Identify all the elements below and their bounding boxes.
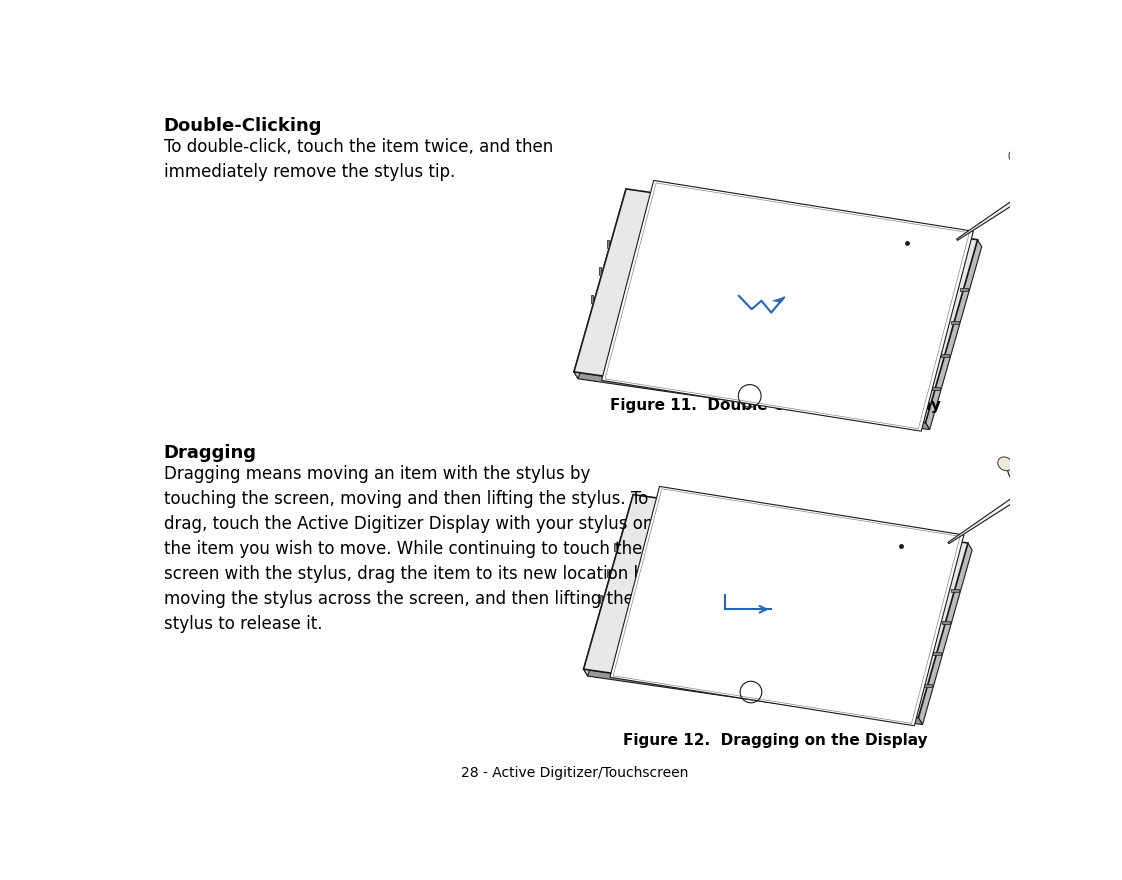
Polygon shape: [607, 240, 609, 247]
Ellipse shape: [1050, 451, 1066, 464]
Polygon shape: [932, 387, 940, 390]
Polygon shape: [773, 297, 784, 303]
Ellipse shape: [1008, 454, 1059, 495]
Polygon shape: [599, 596, 601, 603]
Polygon shape: [591, 295, 594, 303]
Polygon shape: [942, 620, 950, 624]
Polygon shape: [918, 543, 972, 724]
Polygon shape: [583, 669, 922, 724]
Ellipse shape: [1064, 143, 1080, 157]
Polygon shape: [960, 288, 968, 291]
Polygon shape: [941, 354, 949, 357]
Text: Dragging means moving an item with the stylus by
touching the screen, moving and: Dragging means moving an item with the s…: [164, 466, 653, 634]
Polygon shape: [957, 170, 1060, 240]
Polygon shape: [574, 189, 977, 422]
Polygon shape: [948, 476, 1047, 544]
Ellipse shape: [1019, 147, 1073, 190]
Polygon shape: [599, 268, 601, 275]
Ellipse shape: [1048, 140, 1064, 153]
Ellipse shape: [997, 457, 1012, 471]
Polygon shape: [1064, 451, 1122, 479]
Polygon shape: [1078, 143, 1122, 172]
Ellipse shape: [1009, 150, 1024, 164]
Text: 28 - Active Digitizer/Touchscreen: 28 - Active Digitizer/Touchscreen: [461, 766, 689, 781]
Polygon shape: [583, 495, 637, 676]
Text: Dragging: Dragging: [164, 444, 257, 462]
Ellipse shape: [1031, 142, 1048, 155]
Text: Double-Clicking: Double-Clicking: [164, 117, 322, 136]
Polygon shape: [607, 569, 609, 577]
Polygon shape: [574, 189, 631, 378]
Polygon shape: [583, 495, 968, 718]
Text: To double-click, touch the item twice, and then
immediately remove the stylus ti: To double-click, touch the item twice, a…: [164, 138, 553, 181]
Polygon shape: [951, 590, 959, 592]
Polygon shape: [574, 372, 930, 429]
Polygon shape: [925, 684, 932, 686]
Ellipse shape: [1034, 448, 1050, 460]
Polygon shape: [610, 487, 964, 726]
Polygon shape: [934, 652, 941, 656]
Text: Figure 11.  Double-clicking the Display: Figure 11. Double-clicking the Display: [610, 398, 941, 414]
Text: Figure 12.  Dragging on the Display: Figure 12. Dragging on the Display: [624, 733, 928, 748]
Polygon shape: [615, 543, 617, 551]
Ellipse shape: [1019, 449, 1034, 462]
Polygon shape: [950, 321, 958, 324]
Polygon shape: [926, 239, 982, 429]
Polygon shape: [601, 180, 973, 431]
